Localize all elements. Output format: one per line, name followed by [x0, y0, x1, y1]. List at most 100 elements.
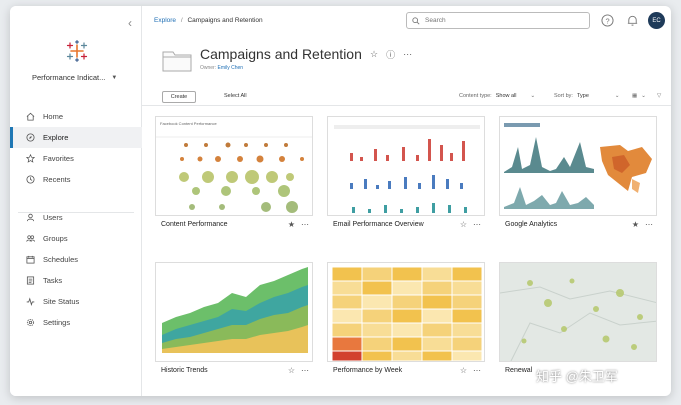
app-window: ‹ Performance Indicat... ▼	[10, 6, 671, 396]
calendar-icon	[26, 255, 35, 264]
workbook-thumbnail[interactable]	[499, 262, 657, 362]
explore-icon	[26, 133, 35, 142]
chevron-down-icon: ⌄	[641, 93, 646, 99]
sidebar-item-groups[interactable]: Groups	[10, 228, 142, 249]
breadcrumb-explore-link[interactable]: Explore	[154, 17, 177, 24]
sidebar-item-label: Schedules	[43, 255, 79, 264]
sidebar-item-label: Users	[43, 213, 63, 222]
notification-bell-icon[interactable]	[626, 14, 639, 27]
more-actions-icon[interactable]: ⋯	[473, 220, 481, 229]
workbook-thumbnail[interactable]	[327, 262, 485, 362]
help-icon[interactable]: ?	[601, 14, 614, 27]
workbook-thumbnail[interactable]	[499, 116, 657, 216]
more-actions-icon[interactable]: ⋯	[473, 366, 481, 375]
favorite-star-icon[interactable]: ☆	[459, 366, 467, 375]
sort-label: Sort by:	[554, 93, 573, 99]
create-button[interactable]: Create	[162, 91, 196, 103]
more-actions-icon[interactable]: ⋯	[403, 49, 413, 59]
owner-label: Owner:	[200, 65, 217, 71]
sidebar-item-label: Favorites	[43, 154, 74, 163]
info-icon[interactable]: ⓘ	[386, 50, 396, 60]
more-actions-icon[interactable]: ⋯	[645, 220, 653, 229]
sidebar-item-recents[interactable]: Recents	[10, 169, 142, 190]
svg-text:?: ?	[605, 16, 609, 25]
thumbnail-title: Facebook Content Performance	[160, 121, 217, 126]
favorite-star-icon[interactable]: ★	[631, 220, 639, 229]
favorite-star-icon[interactable]: ☆	[287, 366, 295, 375]
more-actions-icon[interactable]: ⋯	[301, 220, 309, 229]
card-actions: ☆ ⋯	[460, 220, 481, 229]
workbook-thumbnail[interactable]: Facebook Content Performance	[155, 116, 313, 216]
card-title[interactable]: Content Performance	[161, 221, 228, 228]
favorite-star-icon[interactable]: ☆	[459, 220, 467, 229]
tasks-icon	[26, 276, 35, 285]
site-name: Performance Indicat...	[32, 73, 106, 82]
main-nav: Home Explore Favorites Recents	[10, 106, 142, 190]
chevron-down-icon: ⌄	[614, 93, 620, 99]
area-chart-preview	[162, 267, 308, 353]
search-box[interactable]	[406, 12, 590, 29]
sidebar-item-tasks[interactable]: Tasks	[10, 270, 142, 291]
breadcrumb-current: Campaigns and Retention	[187, 17, 263, 24]
more-actions-icon[interactable]: ⋯	[301, 366, 309, 375]
watermark-text: 知乎 @朱卫军	[536, 369, 618, 384]
sidebar-item-settings[interactable]: Settings	[10, 312, 142, 333]
sidebar-item-favorites[interactable]: Favorites	[10, 148, 142, 169]
clock-icon	[26, 175, 35, 184]
sidebar-item-label: Site Status	[43, 297, 80, 306]
project-actions: ☆ ⓘ ⋯	[370, 48, 412, 61]
sort-value: Type	[576, 93, 589, 99]
search-input[interactable]	[425, 17, 575, 24]
bubble-chart-preview	[156, 136, 312, 213]
chevron-down-icon: ⌄	[530, 93, 536, 99]
grid-view-icon: ▦	[632, 93, 638, 99]
gear-icon	[26, 318, 35, 327]
workbook-thumbnail[interactable]	[327, 116, 485, 216]
sidebar-item-label: Home	[43, 112, 64, 121]
search-icon	[412, 16, 420, 25]
users-icon	[26, 213, 35, 222]
card-title[interactable]: Performance by Week	[333, 367, 403, 374]
card-title[interactable]: Google Analytics	[505, 221, 558, 228]
status-icon	[26, 297, 35, 306]
content-type-label: Content type:	[459, 93, 492, 99]
avatar[interactable]: EC	[648, 12, 665, 29]
sidebar-item-schedules[interactable]: Schedules	[10, 249, 142, 270]
admin-nav: Users Groups Schedules Tasks Site Status…	[10, 207, 142, 333]
top-bar: Explore / Campaigns and Retention ? EC	[142, 6, 671, 36]
card-title[interactable]: Email Performance Overview	[333, 221, 424, 228]
workbook-thumbnail[interactable]	[155, 262, 313, 362]
site-switcher[interactable]: Performance Indicat... ▼	[32, 73, 117, 82]
project-header: Campaigns and Retention Owner: Emily Che…	[142, 36, 671, 86]
select-all-link[interactable]: Select All	[224, 93, 247, 99]
sidebar-item-explore[interactable]: Explore	[10, 127, 142, 148]
sidebar-item-users[interactable]: Users	[10, 207, 142, 228]
filter-icon[interactable]: ▽	[657, 93, 662, 99]
view-toggle[interactable]: ▦ ⌄	[632, 93, 646, 99]
home-icon	[26, 112, 35, 121]
content-toolbar: Create Select All Content type: Show all…	[142, 88, 671, 106]
breadcrumb-separator: /	[180, 17, 183, 24]
card-title[interactable]: Renewal	[505, 367, 533, 374]
star-icon	[26, 154, 35, 163]
page-title: Campaigns and Retention	[200, 46, 362, 62]
sidebar-item-label: Tasks	[43, 276, 63, 285]
sidebar-item-home[interactable]: Home	[10, 106, 142, 127]
content-type-filter[interactable]: Content type: Show all ⌄	[459, 93, 535, 99]
card-actions: ☆ ⋯	[460, 366, 481, 375]
sidebar-item-label: Groups	[43, 234, 68, 243]
sidebar-item-site-status[interactable]: Site Status	[10, 291, 142, 312]
card-actions: ★ ⋯	[632, 220, 653, 229]
owner-link[interactable]: Emily Chen	[217, 65, 244, 71]
content-type-value: Show all	[495, 93, 517, 99]
collapse-sidebar-icon[interactable]: ‹	[128, 16, 132, 30]
sort-control[interactable]: Sort by: Type ⌄	[554, 93, 620, 99]
project-owner: Owner: Emily Chen	[200, 65, 243, 71]
card-title[interactable]: Historic Trends	[161, 367, 208, 374]
favorite-star-icon[interactable]: ☆	[370, 49, 379, 59]
caret-down-icon: ▼	[111, 74, 118, 81]
favorite-star-icon[interactable]: ★	[287, 220, 295, 229]
sidebar-item-label: Recents	[43, 175, 71, 184]
sidebar-item-label: Explore	[43, 133, 69, 142]
analytics-preview	[504, 123, 652, 209]
